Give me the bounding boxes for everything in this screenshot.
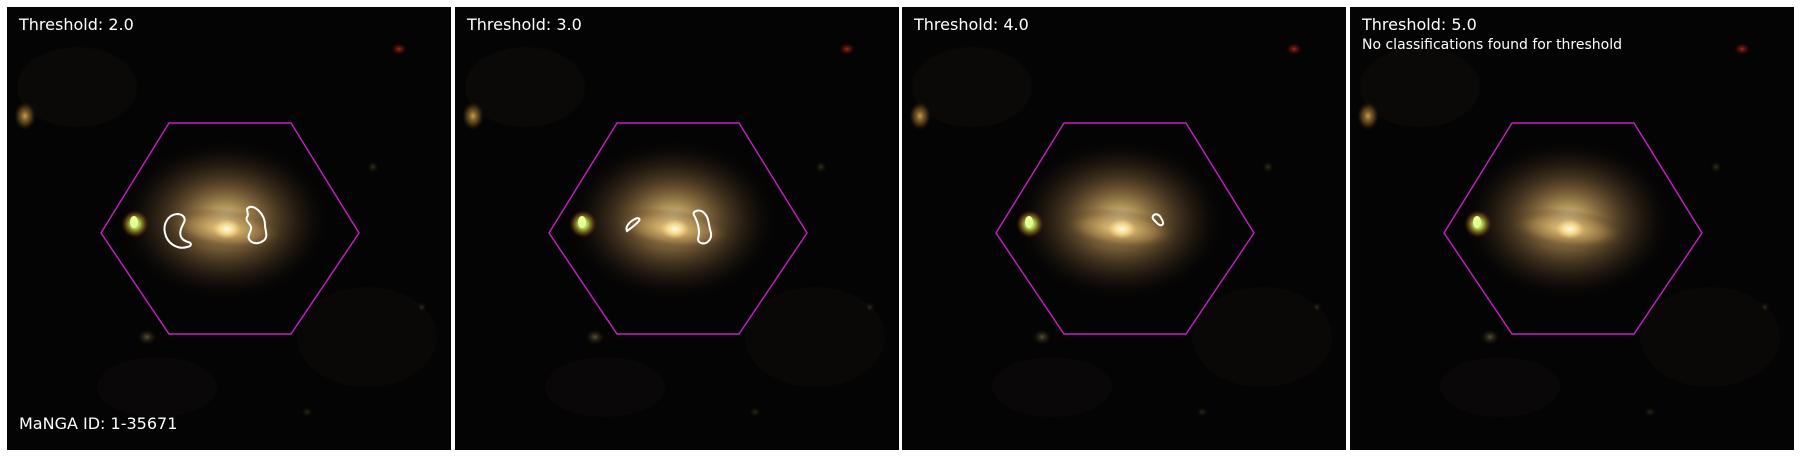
panel-threshold-2: Threshold: 2.0 MaNGA ID: 1-35671 (7, 7, 451, 450)
panel-threshold-3: Threshold: 3.0 (455, 7, 899, 450)
galaxy-image (455, 7, 899, 450)
threshold-label: Threshold: 5.0 (1362, 15, 1477, 34)
classification-contours (625, 209, 713, 245)
panel-threshold-4: Threshold: 4.0 (902, 7, 1346, 450)
galaxy-image (902, 7, 1346, 450)
panel-threshold-5: Threshold: 5.0 No classifications found … (1350, 7, 1794, 450)
galaxy-image (7, 7, 451, 450)
classification-contours (163, 205, 268, 249)
threshold-label: Threshold: 3.0 (467, 15, 582, 34)
no-classifications-note: No classifications found for threshold (1362, 37, 1622, 53)
galaxy-image (1350, 7, 1794, 450)
manga-id-label: MaNGA ID: 1-35671 (19, 414, 178, 433)
threshold-label: Threshold: 4.0 (914, 15, 1029, 34)
classification-contours (1151, 213, 1165, 227)
threshold-label: Threshold: 2.0 (19, 15, 134, 34)
